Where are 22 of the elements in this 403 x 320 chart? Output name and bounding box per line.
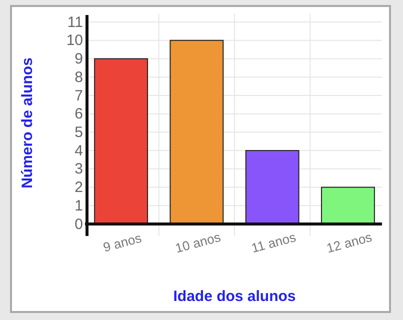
y-tick-label: 4: [74, 142, 83, 160]
y-tick-label: 11: [67, 14, 83, 31]
y-tick-label: 1: [74, 197, 83, 214]
x-axis-title: Idade dos alunos: [173, 288, 296, 305]
x-tick-label: 11 anos: [250, 229, 298, 256]
y-tick-label: 0: [74, 216, 83, 233]
x-tick-label: 12 anos: [324, 229, 374, 256]
y-tick-label: 10: [66, 32, 83, 50]
bar: [94, 58, 148, 224]
y-tick-label: 5: [74, 124, 83, 141]
x-tick-label: 9 anos: [101, 230, 144, 255]
y-tick-label: 8: [74, 68, 83, 86]
y-tick-label: 6: [74, 106, 83, 123]
y-tick-label: 3: [74, 160, 83, 178]
bar: [170, 40, 224, 224]
x-tick-label: 10 anos: [174, 229, 223, 256]
bar: [245, 150, 300, 224]
y-tick-label: 7: [74, 87, 83, 104]
y-tick-label: 2: [74, 179, 83, 196]
y-axis-title: Número de alunos: [19, 58, 36, 188]
y-tick-label: 9: [74, 50, 83, 68]
bar: [320, 186, 375, 224]
